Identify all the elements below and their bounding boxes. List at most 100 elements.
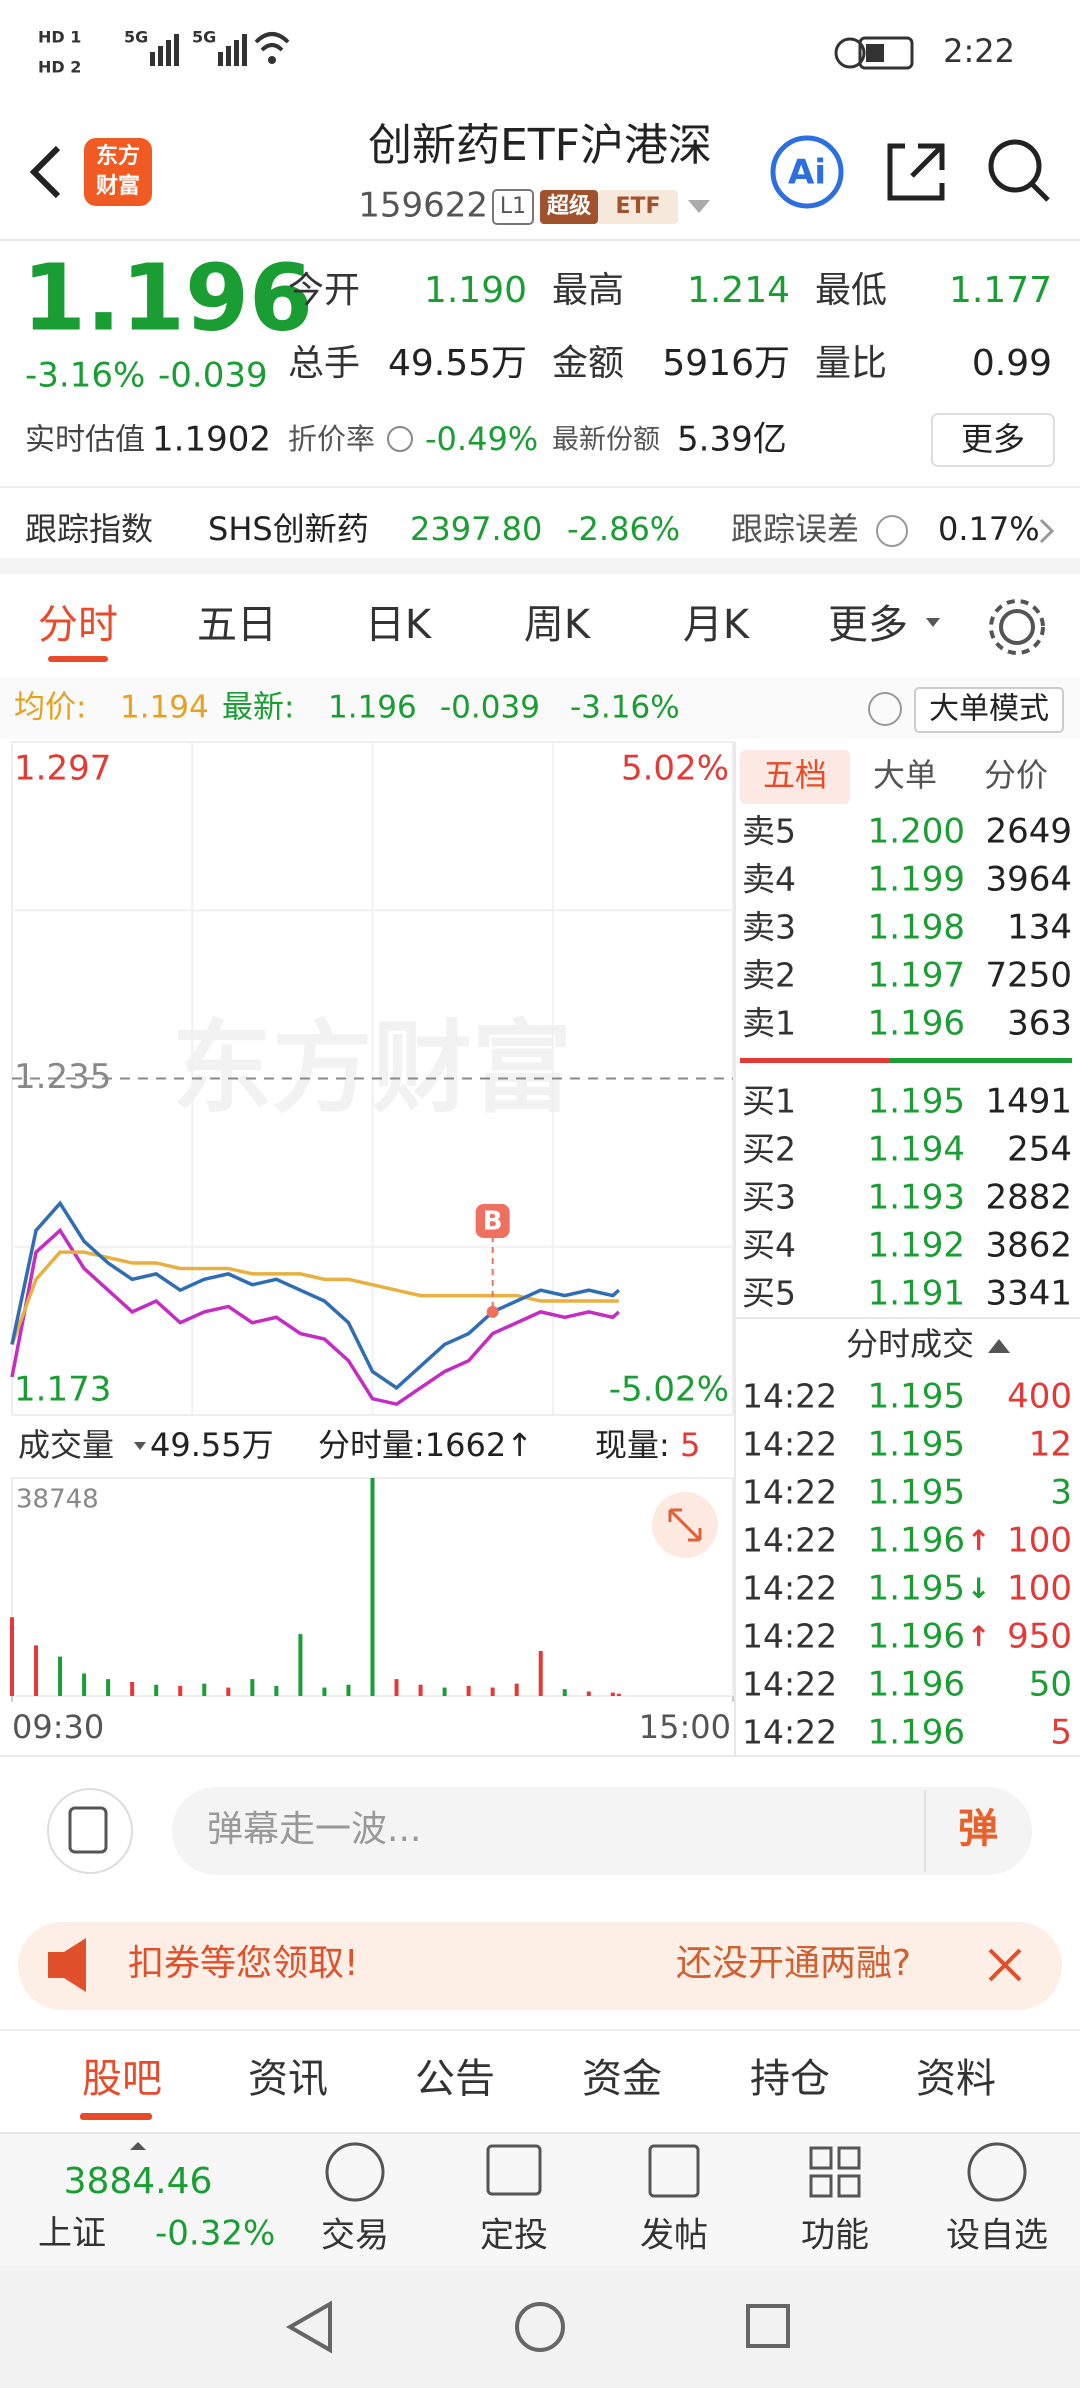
trade-price: 1.196 <box>868 1665 965 1705</box>
book-tab[interactable]: 大单 <box>873 756 937 794</box>
price-line <box>10 1200 621 1391</box>
tab[interactable]: 分时 <box>38 602 118 648</box>
bottom-tab[interactable]: 股吧 <box>82 2056 162 2102</box>
more-button[interactable] <box>931 413 1055 467</box>
index-value: 3884.46 <box>64 2161 213 2202</box>
avg-label: 均价: <box>14 690 86 726</box>
help-icon[interactable] <box>876 515 908 547</box>
volume-bar <box>538 1650 543 1696</box>
book-label: 买5 <box>742 1274 796 1313</box>
volume-bar <box>82 1673 87 1696</box>
dropdown[interactable] <box>926 618 940 627</box>
action-label[interactable]: 定投 <box>480 2216 548 2256</box>
volume-current: 5 <box>680 1426 700 1464</box>
trade-price: 1.196 <box>868 1617 965 1657</box>
volume-bar <box>466 1685 471 1696</box>
volume-bar <box>586 1691 591 1696</box>
back-button[interactable] <box>29 145 61 199</box>
pct-label: -5.02% <box>609 1370 729 1410</box>
banner[interactable] <box>18 1922 1062 2010</box>
book-divider-bid <box>890 1058 1072 1063</box>
tab-underline <box>48 656 108 662</box>
volume-bar <box>106 1679 111 1696</box>
trade-volume: 5 <box>1050 1713 1072 1753</box>
avg-value: 1.194 <box>120 690 209 726</box>
tracking-error: 0.17% <box>938 510 1040 548</box>
badge <box>598 190 678 224</box>
logo <box>84 138 152 206</box>
trade-price: 1.195 <box>868 1377 965 1417</box>
bottom-tab[interactable]: 持仓 <box>750 2056 830 2102</box>
trade-price: 1.195 <box>868 1425 965 1465</box>
nav-recent[interactable] <box>746 2304 790 2348</box>
trade-price: 1.195 <box>868 1569 965 1609</box>
post-icon[interactable] <box>648 2144 700 2198</box>
volume-bar <box>514 1683 519 1696</box>
book-volume: 3964 <box>985 860 1072 900</box>
book-label: 卖4 <box>742 860 796 899</box>
watchlist-icon[interactable] <box>967 2142 1027 2202</box>
book-label: 买2 <box>742 1130 796 1169</box>
mode-button[interactable] <box>914 687 1064 733</box>
book-label: 买1 <box>742 1082 796 1121</box>
book-tab[interactable]: 五档 <box>763 756 827 794</box>
close-button[interactable] <box>988 1948 1022 1982</box>
stat-value: -0.49% <box>425 420 538 458</box>
tab[interactable]: 更多 <box>828 602 908 648</box>
more-text: 更多 <box>961 420 1025 458</box>
danmaku-button[interactable]: 弹 <box>958 1806 998 1852</box>
logo-text: 财富 <box>96 173 140 199</box>
volume-bar <box>10 1617 14 1696</box>
action-label[interactable]: 交易 <box>321 2216 389 2256</box>
tab[interactable]: 月K <box>683 602 751 648</box>
stat-label: 金额 <box>552 343 624 384</box>
invest-icon[interactable] <box>486 2144 542 2196</box>
action-label[interactable]: 功能 <box>801 2216 869 2256</box>
function-icon[interactable] <box>809 2146 861 2198</box>
dropdown[interactable] <box>688 200 710 213</box>
comment-input[interactable] <box>172 1787 1032 1875</box>
trade-time: 14:22 <box>742 1377 837 1416</box>
comment-list-button[interactable] <box>47 1788 133 1874</box>
bottom-tab[interactable]: 公告 <box>415 2056 495 2102</box>
stat-value: 0.99 <box>972 343 1052 384</box>
sort-icon[interactable] <box>988 1339 1010 1353</box>
volume-bar <box>298 1634 303 1696</box>
tab[interactable]: 五日 <box>197 602 277 648</box>
badge-text: ETF <box>615 194 660 219</box>
settings-button[interactable] <box>999 609 1035 645</box>
volume-bar <box>394 1679 399 1696</box>
book-price: 1.194 <box>868 1130 965 1170</box>
volume-label: 成交量 <box>18 1426 114 1464</box>
tab[interactable]: 周K <box>524 602 592 648</box>
latest-change: -0.039 <box>440 690 540 726</box>
bottom-tab[interactable]: 资讯 <box>248 2056 328 2102</box>
book-label: 卖5 <box>742 812 796 851</box>
search-button[interactable] <box>988 139 1042 193</box>
trade-icon[interactable] <box>325 2142 385 2202</box>
ai-button[interactable] <box>770 135 844 209</box>
nav-home[interactable] <box>515 2302 565 2352</box>
latest-change-pct: -3.16% <box>570 690 680 726</box>
pct-label: 5.02% <box>621 749 729 789</box>
bottom-tab[interactable]: 资金 <box>582 2056 662 2102</box>
stat-value: 1.1902 <box>152 420 271 460</box>
book-volume: 363 <box>1007 1004 1072 1044</box>
action-label[interactable]: 设自选 <box>946 2216 1048 2256</box>
help-icon[interactable] <box>868 692 902 726</box>
book-label: 买4 <box>742 1226 796 1265</box>
y-tick-label: 1.235 <box>14 1057 111 1097</box>
expand-arrow[interactable] <box>130 2142 146 2150</box>
volume-bar <box>490 1687 495 1696</box>
volume-bar <box>274 1685 279 1696</box>
volume-bar <box>346 1684 351 1696</box>
book-tab[interactable]: 分价 <box>984 756 1048 794</box>
share-button[interactable] <box>887 143 945 201</box>
marker <box>475 1204 510 1238</box>
action-label[interactable]: 发帖 <box>640 2216 708 2256</box>
bottom-tab[interactable]: 资料 <box>916 2056 996 2102</box>
tab[interactable]: 日K <box>365 602 433 648</box>
dropdown[interactable] <box>134 1442 146 1450</box>
nav-back[interactable] <box>285 2300 332 2354</box>
book-volume: 3341 <box>985 1274 1072 1314</box>
